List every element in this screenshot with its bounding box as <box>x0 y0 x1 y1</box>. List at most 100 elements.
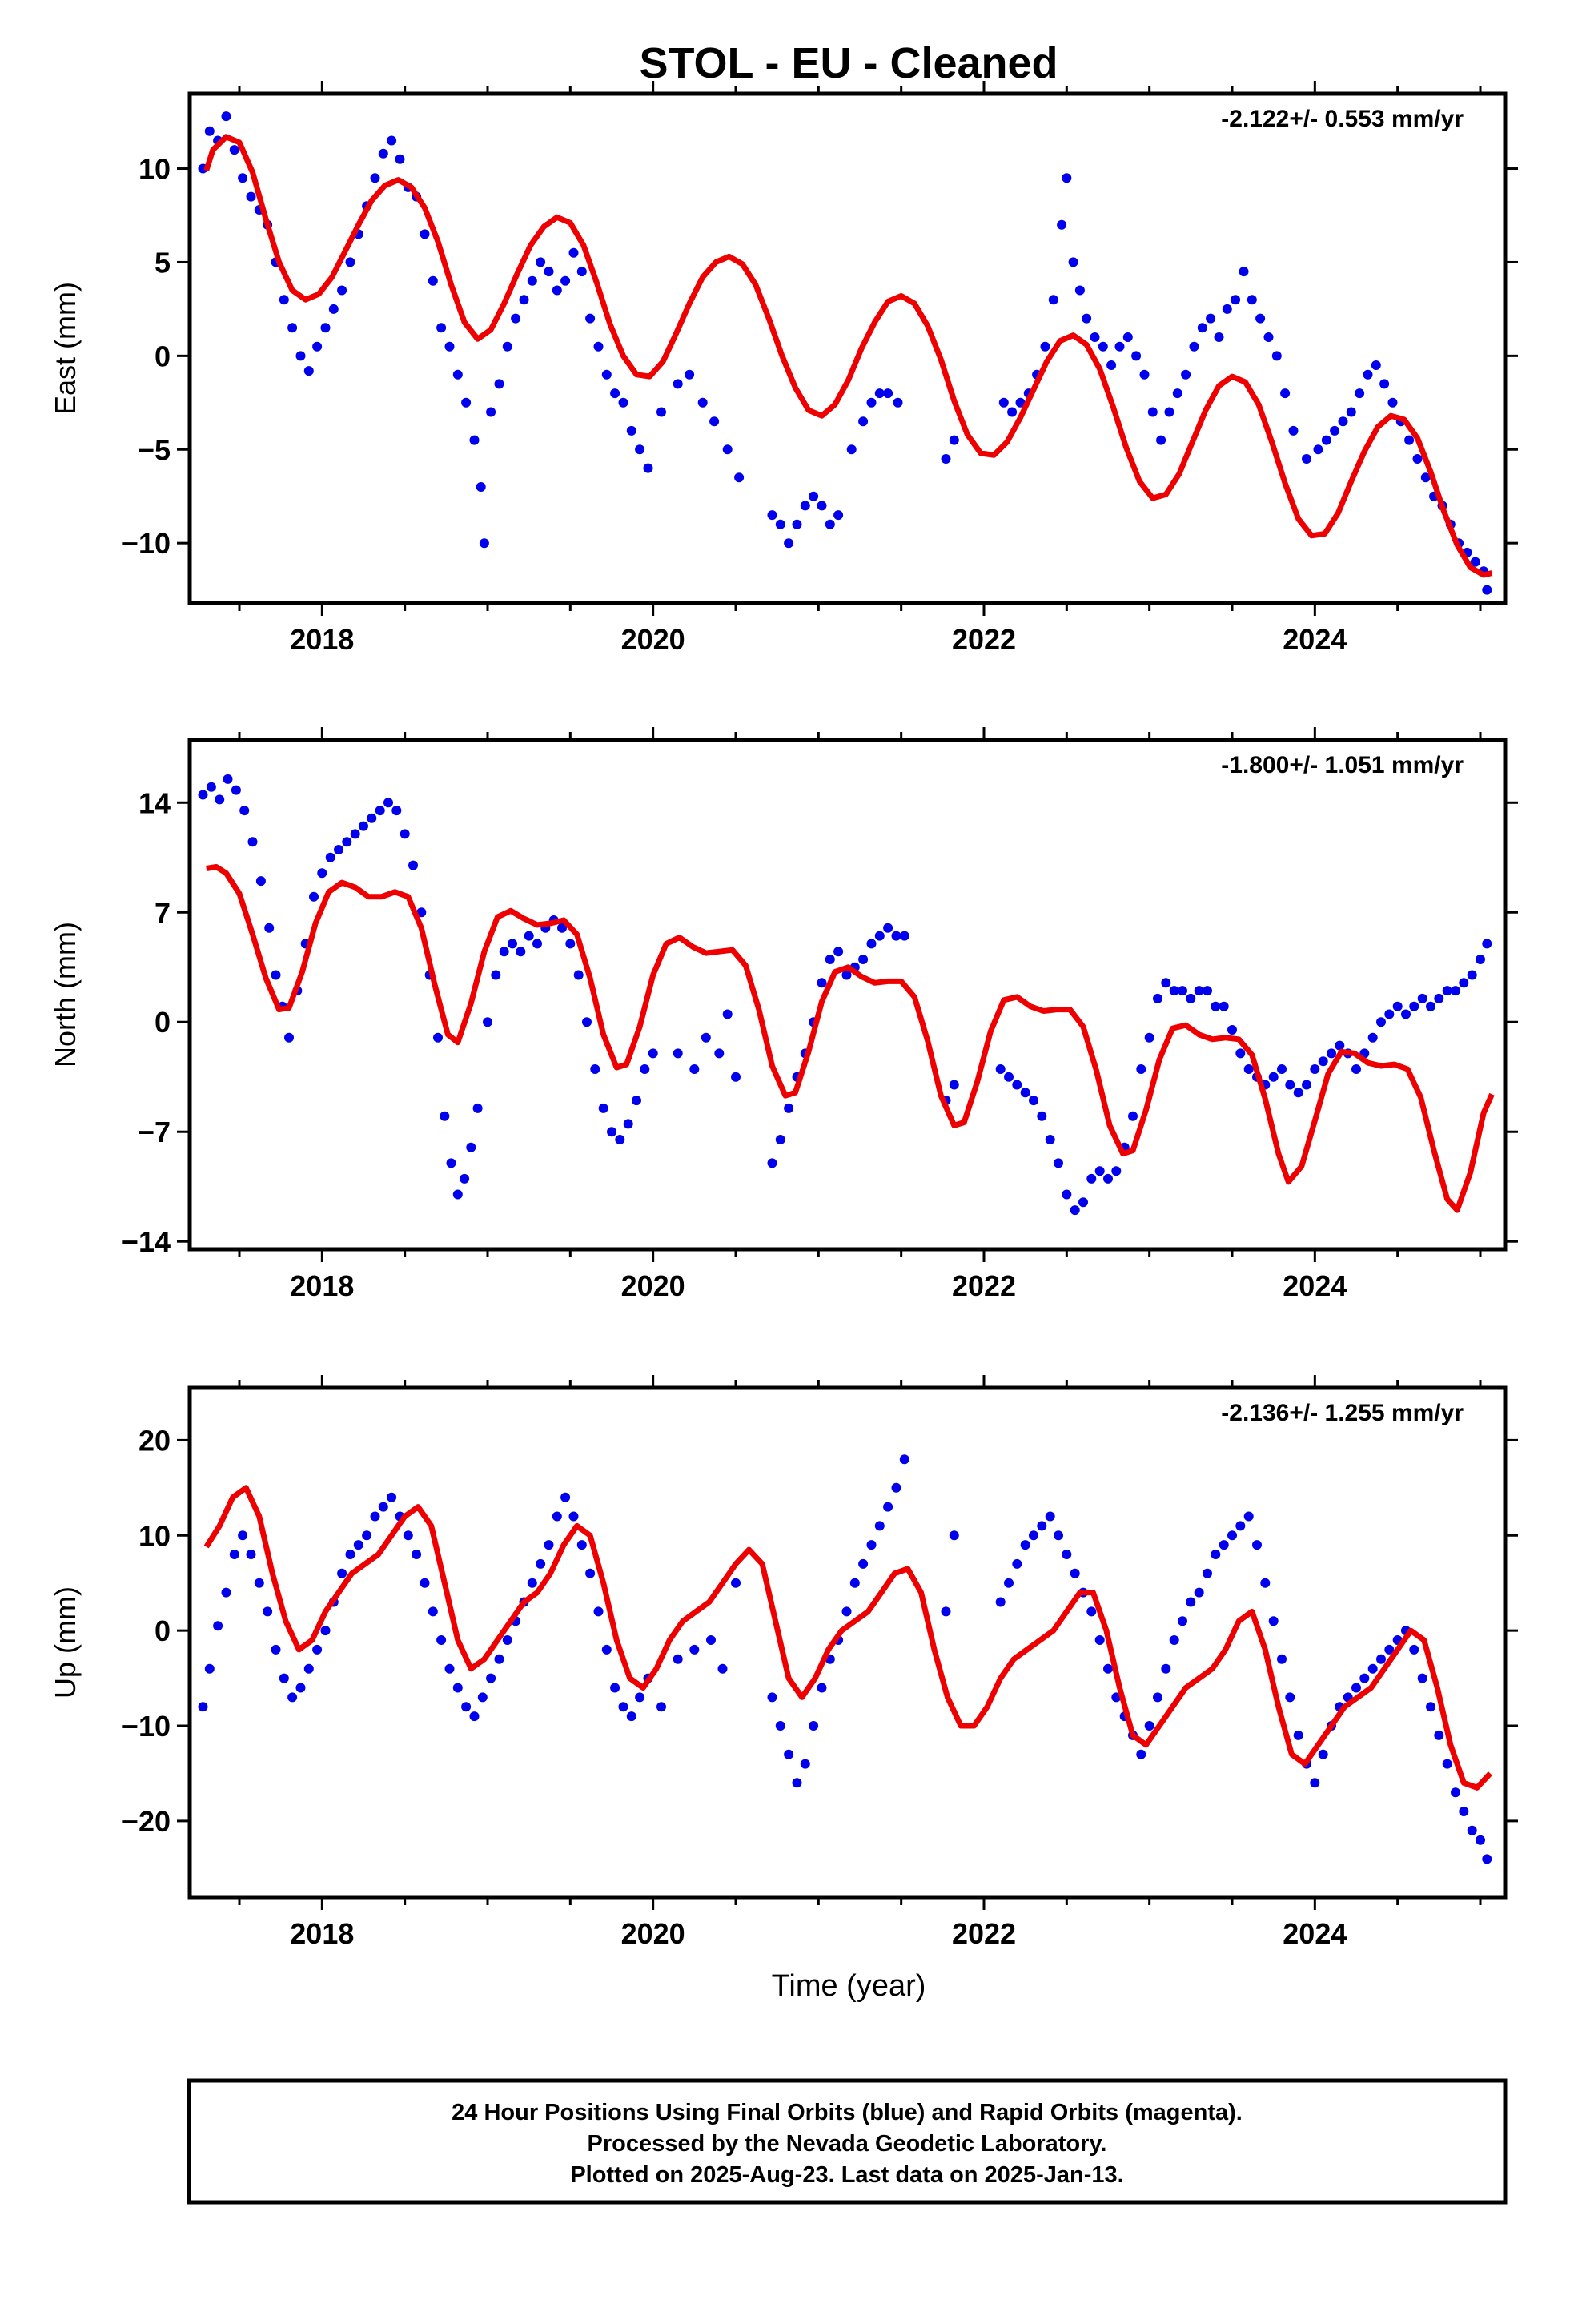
north-y-tick-label: 0 <box>155 1006 171 1039</box>
east-point <box>544 267 554 277</box>
east-point <box>370 173 380 183</box>
up-point <box>673 1654 683 1664</box>
north-point <box>714 1048 725 1059</box>
up-point <box>1310 1778 1320 1788</box>
north-x-tick-label: 2024 <box>1283 1269 1347 1302</box>
east-point <box>479 538 489 549</box>
north-point <box>1062 1189 1072 1200</box>
north-point <box>858 955 869 964</box>
up-point <box>403 1530 413 1541</box>
north-point <box>1327 1048 1336 1059</box>
north-point <box>271 970 281 980</box>
north-point <box>247 837 258 847</box>
up-point <box>1467 1825 1477 1835</box>
north-x-tick-label: 2020 <box>621 1269 685 1302</box>
east-point <box>775 519 785 529</box>
east-point <box>387 135 397 146</box>
up-point <box>494 1654 504 1664</box>
north-point <box>632 1096 641 1106</box>
up-point <box>279 1673 289 1683</box>
up-point <box>420 1578 430 1588</box>
north-point <box>1467 970 1477 980</box>
east-point <box>1074 285 1085 296</box>
north-point <box>460 1173 470 1184</box>
east-point <box>229 145 239 155</box>
east-point <box>1062 173 1072 183</box>
north-point <box>383 798 393 808</box>
north-point <box>648 1048 658 1059</box>
north-point <box>1070 1205 1080 1216</box>
east-point <box>452 369 463 380</box>
up-point <box>731 1578 741 1588</box>
north-point <box>775 1135 785 1144</box>
up-point <box>1482 1854 1492 1864</box>
north-point <box>1111 1166 1122 1176</box>
north-point <box>1351 1064 1361 1074</box>
east-point <box>817 501 827 511</box>
east-point <box>792 519 802 529</box>
up-point <box>1144 1721 1154 1731</box>
east-point <box>1271 351 1282 361</box>
east-point <box>722 444 733 455</box>
north-point <box>1086 1173 1097 1184</box>
up-point <box>1442 1759 1452 1769</box>
east-point <box>1302 454 1311 464</box>
up-point <box>378 1502 388 1512</box>
up-point <box>891 1482 901 1493</box>
north-point <box>446 1158 456 1168</box>
east-point <box>585 313 596 324</box>
up-point <box>229 1550 239 1559</box>
up-x-tick-label: 2018 <box>290 1917 354 1950</box>
east-point <box>618 397 628 408</box>
up-panel: 2018 2020 2022 2024 20 10 0 −10 −20 Up (mm) -2.136… <box>49 1375 1518 1950</box>
east-point <box>568 247 579 258</box>
east-point <box>204 126 215 136</box>
north-point <box>375 806 385 816</box>
east-point <box>444 341 455 352</box>
north-point <box>317 868 327 879</box>
north-model-curve <box>206 864 1495 1213</box>
up-point <box>353 1540 363 1550</box>
up-point <box>874 1521 885 1531</box>
up-point <box>656 1702 666 1712</box>
east-point <box>1379 379 1390 389</box>
north-point <box>1004 1072 1014 1082</box>
east-point <box>287 323 298 333</box>
north-point <box>1384 1009 1395 1019</box>
up-point <box>858 1558 869 1569</box>
up-point <box>1367 1663 1378 1674</box>
up-model-curve <box>203 1485 1492 1791</box>
east-point <box>673 379 683 389</box>
east-point <box>560 275 571 286</box>
north-point <box>1227 1025 1237 1035</box>
up-y-tick-label: 0 <box>155 1614 171 1647</box>
up-point <box>1318 1749 1328 1759</box>
north-point <box>623 1119 633 1129</box>
up-rate-annotation: -2.136+/- 1.255 mm/yr <box>1221 1400 1464 1426</box>
east-point <box>519 295 529 305</box>
north-point <box>391 806 402 816</box>
up-point <box>1211 1550 1221 1559</box>
up-plot-frame <box>187 1385 1508 1900</box>
up-point <box>552 1511 562 1522</box>
east-point <box>511 313 521 324</box>
up-point <box>899 1454 909 1465</box>
north-point <box>231 785 241 795</box>
east-point <box>1330 425 1340 436</box>
east-point <box>1255 313 1266 324</box>
east-point <box>1164 407 1174 417</box>
east-point <box>825 519 835 529</box>
up-point <box>412 1550 422 1559</box>
up-point <box>841 1606 852 1617</box>
east-point <box>1280 388 1291 399</box>
east-point <box>1338 416 1348 427</box>
east-point <box>486 407 496 417</box>
up-point <box>1103 1663 1113 1674</box>
east-point <box>1040 341 1050 352</box>
east-point <box>527 275 537 286</box>
up-point <box>1459 1807 1469 1816</box>
north-point <box>524 931 534 941</box>
east-point <box>420 229 430 239</box>
east-point <box>1048 295 1058 305</box>
east-point <box>461 397 472 408</box>
